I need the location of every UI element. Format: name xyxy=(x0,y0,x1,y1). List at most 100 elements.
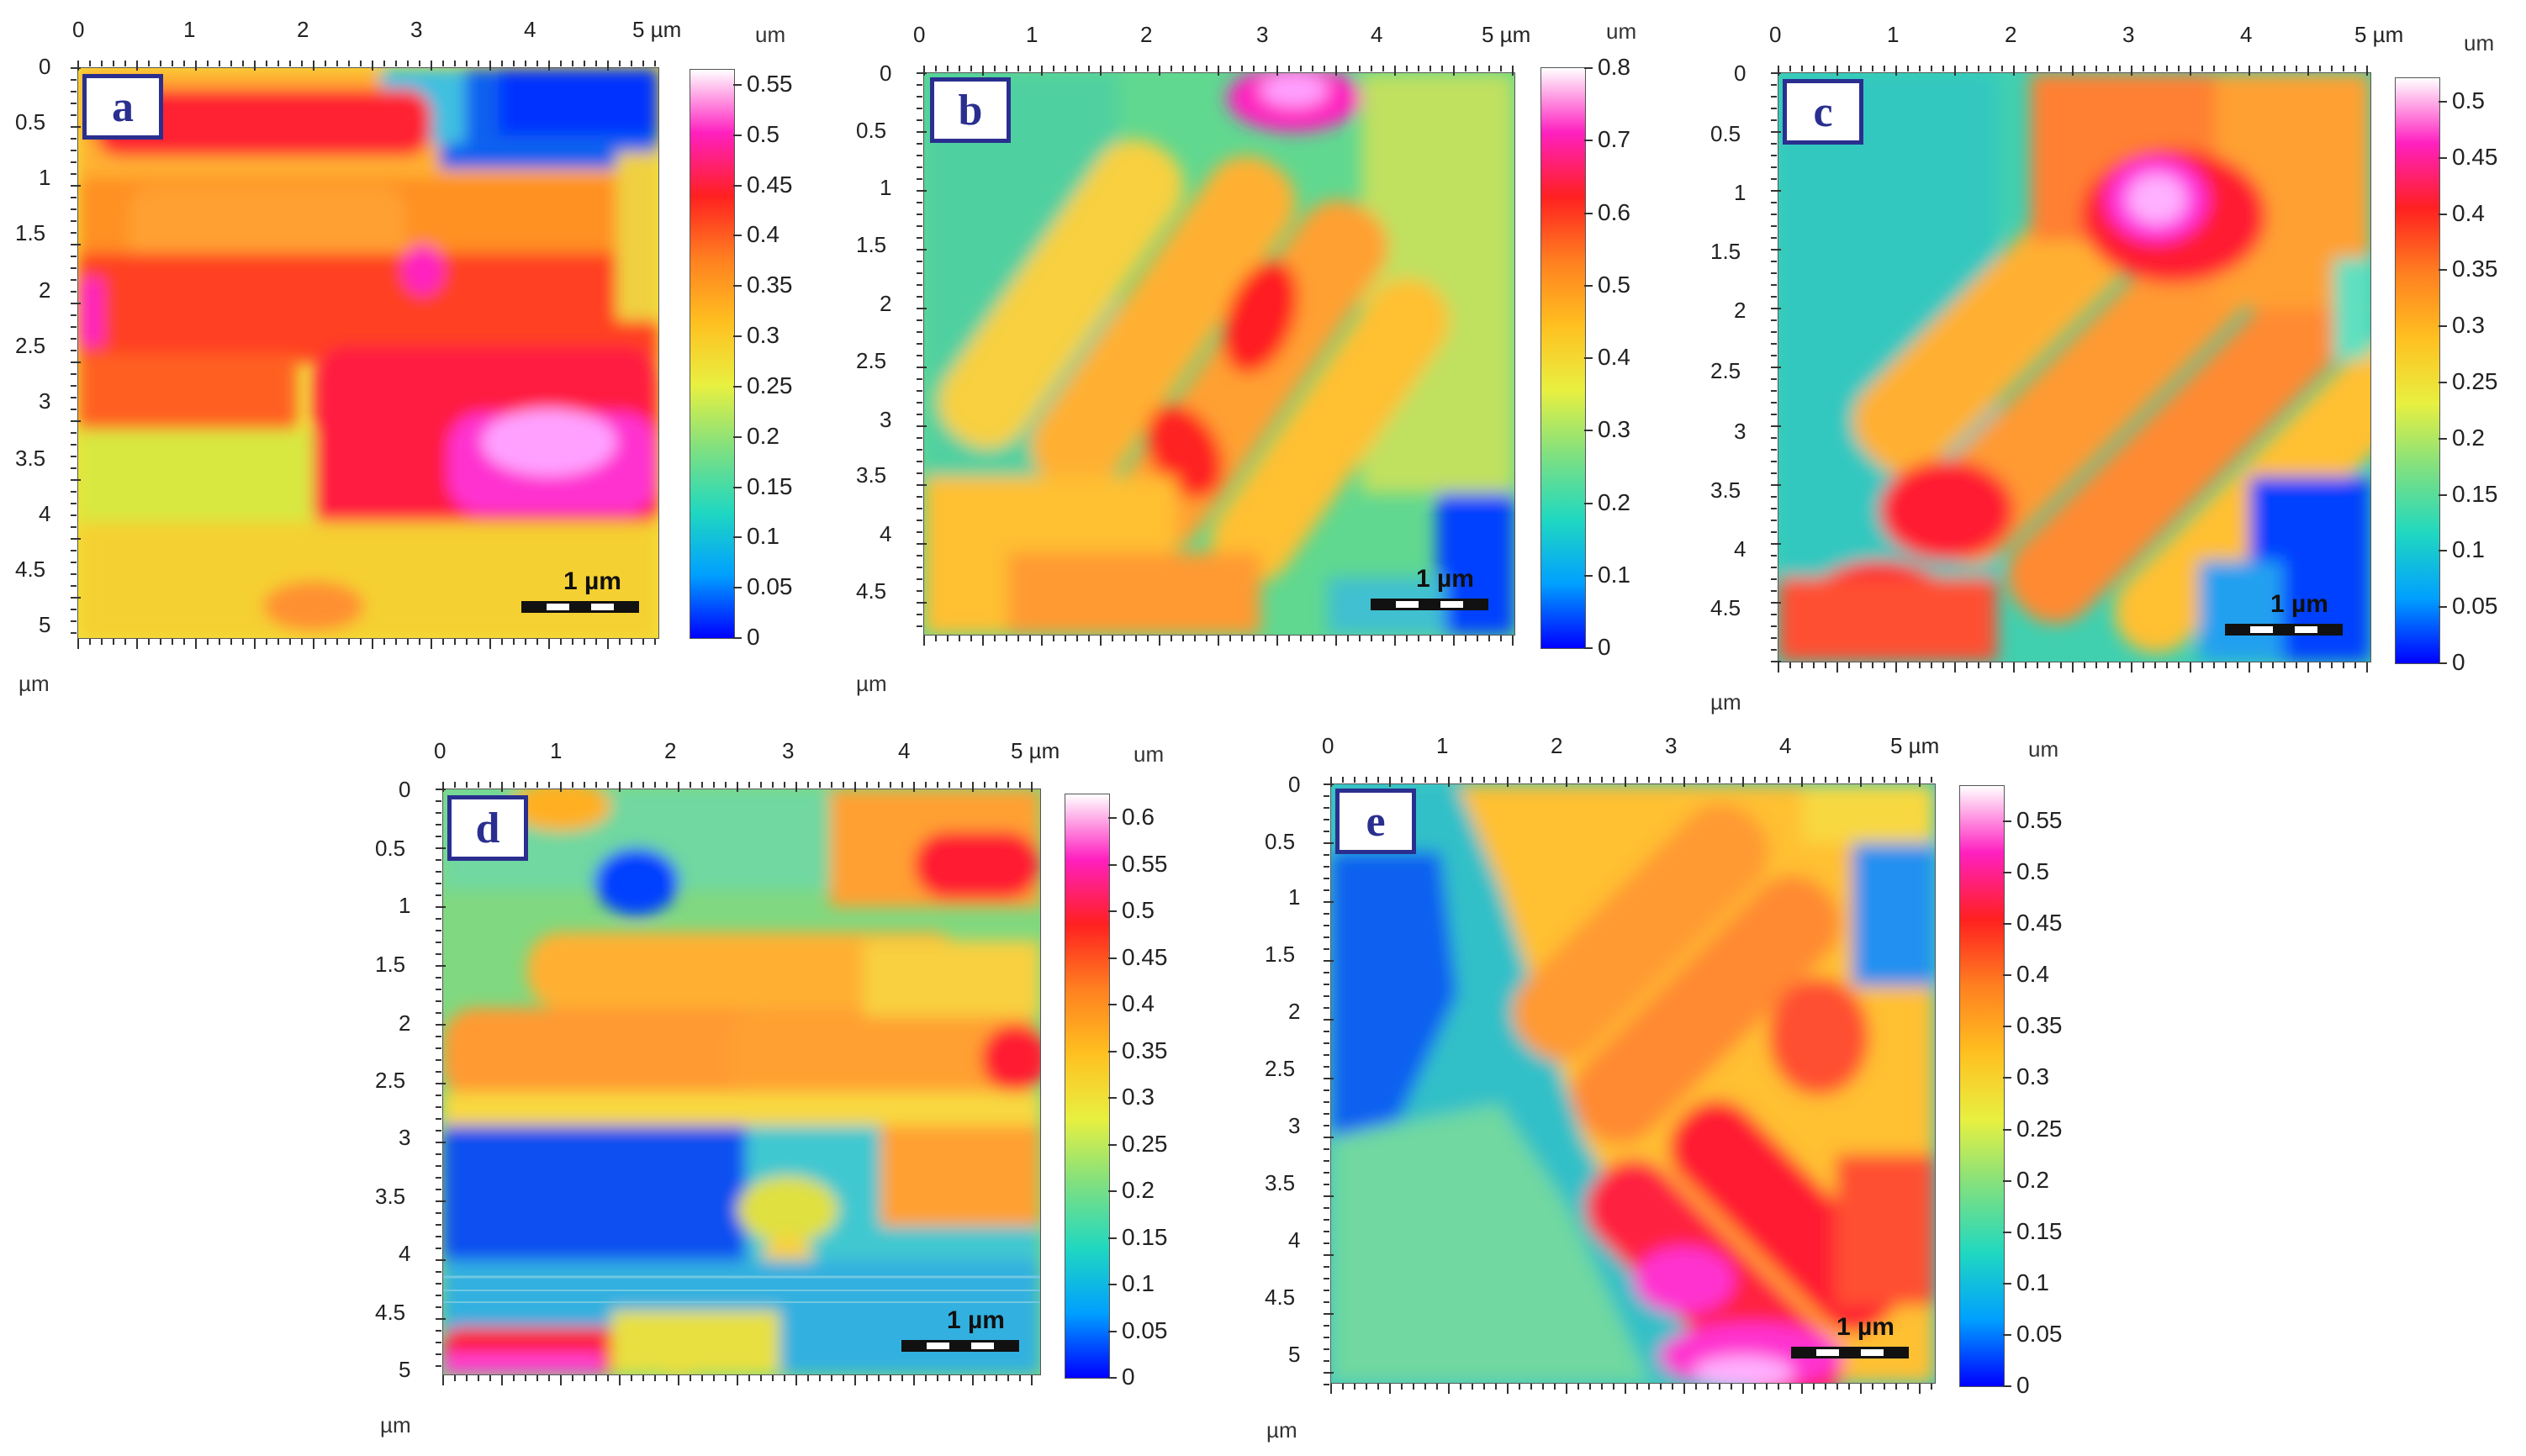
axis-minor-tick xyxy=(71,350,77,351)
axis-minor-tick xyxy=(1848,66,1850,71)
axis-minor-tick xyxy=(436,1236,441,1237)
colorbar-tick-label: 0.05 xyxy=(1122,1316,1168,1343)
axis-minor-tick xyxy=(2001,66,2003,71)
colorbar-tick-label: 0.5 xyxy=(1122,897,1155,923)
x-tick: 0 xyxy=(1769,22,1782,47)
axis-minor-tick xyxy=(619,61,621,66)
axis-minor-tick xyxy=(890,1375,891,1381)
axis-minor-tick xyxy=(348,61,350,66)
axis-minor-tick xyxy=(901,782,903,788)
axis-minor-tick xyxy=(1324,1172,1329,1174)
axis-minor-tick xyxy=(1554,777,1556,783)
axis-minor-tick xyxy=(917,378,922,380)
axis-minor-tick xyxy=(1460,777,1461,783)
axis-minor-tick xyxy=(1931,777,1932,783)
axis-minor-tick xyxy=(1848,777,1850,783)
axis-minor-tick xyxy=(172,639,173,645)
axis-minor-tick xyxy=(1884,1384,1885,1390)
axis-minor-tick xyxy=(1418,636,1419,641)
axis-minor-tick xyxy=(266,61,267,66)
axis-minor-tick xyxy=(2178,662,2180,668)
axis-minor-tick xyxy=(1031,782,1033,792)
colorbar-unit: um xyxy=(2028,736,2059,762)
axis-minor-tick xyxy=(1836,777,1838,783)
colorbar-tick-label: 0 xyxy=(747,624,760,650)
axis-minor-tick xyxy=(1589,1384,1591,1390)
axis-minor-tick xyxy=(436,965,446,967)
scale-bar-label: 1 µm xyxy=(947,1306,1005,1334)
axis-minor-tick xyxy=(1707,777,1709,783)
axis-minor-tick xyxy=(1789,777,1791,783)
y-tick: 5 xyxy=(399,1357,411,1382)
axis-minor-tick xyxy=(1577,1384,1579,1390)
axis-minor-tick xyxy=(619,1375,621,1385)
axis-minor-tick xyxy=(1354,777,1355,783)
axis-minor-tick xyxy=(336,639,338,645)
axis-minor-tick xyxy=(654,1375,656,1381)
colorbar-tick-label: 0.2 xyxy=(1598,488,1630,515)
axis-minor-tick xyxy=(584,61,585,66)
axis-minor-tick xyxy=(1324,819,1329,820)
axis-minor-tick xyxy=(1742,1384,1744,1394)
axis-minor-tick xyxy=(560,639,562,645)
axis-minor-tick xyxy=(525,1375,526,1381)
axis-minor-tick xyxy=(831,782,832,788)
axis-minor-tick xyxy=(1483,777,1485,783)
colorbar-tick-label: 0.15 xyxy=(747,472,793,499)
axis-minor-tick xyxy=(1123,636,1125,641)
axis-minor-tick xyxy=(2084,66,2085,71)
axis-minor-tick xyxy=(1324,842,1334,844)
panel-label-e: e xyxy=(1335,789,1416,854)
axis-minor-tick xyxy=(1324,807,1329,809)
axis-minor-tick xyxy=(1088,636,1090,641)
axis-minor-tick xyxy=(1324,1113,1329,1115)
axis-minor-tick xyxy=(1324,1019,1334,1021)
y-tick: 3.5 xyxy=(375,1184,406,1209)
axis-minor-tick xyxy=(1771,484,1781,486)
axis-minor-tick xyxy=(71,409,77,410)
axis-minor-tick xyxy=(71,573,77,575)
axis-minor-tick xyxy=(436,977,441,979)
axis-minor-tick xyxy=(1771,143,1777,145)
axis-minor-tick xyxy=(1324,1137,1334,1138)
axis-minor-tick xyxy=(984,1375,986,1381)
axis-minor-tick xyxy=(2190,66,2191,76)
axis-minor-tick xyxy=(442,1375,444,1385)
x-tick: 1 xyxy=(1436,733,1449,758)
axis-minor-tick xyxy=(1182,636,1184,641)
y-tick: 1 xyxy=(399,893,411,918)
colorbar-d xyxy=(1065,794,1110,1379)
axis-minor-tick xyxy=(1017,66,1019,71)
axis-minor-tick xyxy=(1065,66,1066,71)
axis-minor-tick xyxy=(607,1375,609,1381)
axis-minor-tick xyxy=(1324,1337,1329,1338)
axis-minor-tick xyxy=(1389,1384,1391,1394)
axis-minor-tick xyxy=(1324,1360,1329,1362)
colorbar-tick-label: 0.05 xyxy=(747,573,793,600)
axis-minor-tick xyxy=(1860,66,1862,71)
axis-minor-tick xyxy=(1330,1384,1332,1394)
axis-minor-tick xyxy=(2296,662,2297,668)
axis-minor-tick xyxy=(71,514,77,516)
x-tick: 4 xyxy=(524,17,536,42)
axis-minor-tick xyxy=(1766,777,1768,783)
axis-minor-tick xyxy=(584,639,585,645)
axis-minor-tick xyxy=(313,639,314,649)
colorbar-tick-label: 0.1 xyxy=(1122,1270,1155,1296)
colorbar-unit: um xyxy=(1134,741,1165,767)
axis-minor-tick xyxy=(436,1083,446,1084)
axis-minor-tick xyxy=(1660,1384,1662,1390)
axis-minor-tick xyxy=(71,550,77,551)
colorbar-tick-mark xyxy=(733,84,742,86)
y-tick: 1.5 xyxy=(1710,239,1741,264)
x-tick: 3 xyxy=(2122,22,2135,47)
axis-minor-tick xyxy=(2013,662,2015,673)
axis-minor-tick xyxy=(489,61,491,71)
colorbar-unit: um xyxy=(2464,30,2495,55)
x-tick: 1 xyxy=(1026,22,1038,47)
axis-minor-tick xyxy=(917,96,922,98)
axis-minor-tick xyxy=(917,590,922,592)
axis-minor-tick xyxy=(1324,1290,1329,1291)
colorbar-tick-mark xyxy=(2439,606,2447,609)
axis-minor-tick xyxy=(1954,662,1956,673)
